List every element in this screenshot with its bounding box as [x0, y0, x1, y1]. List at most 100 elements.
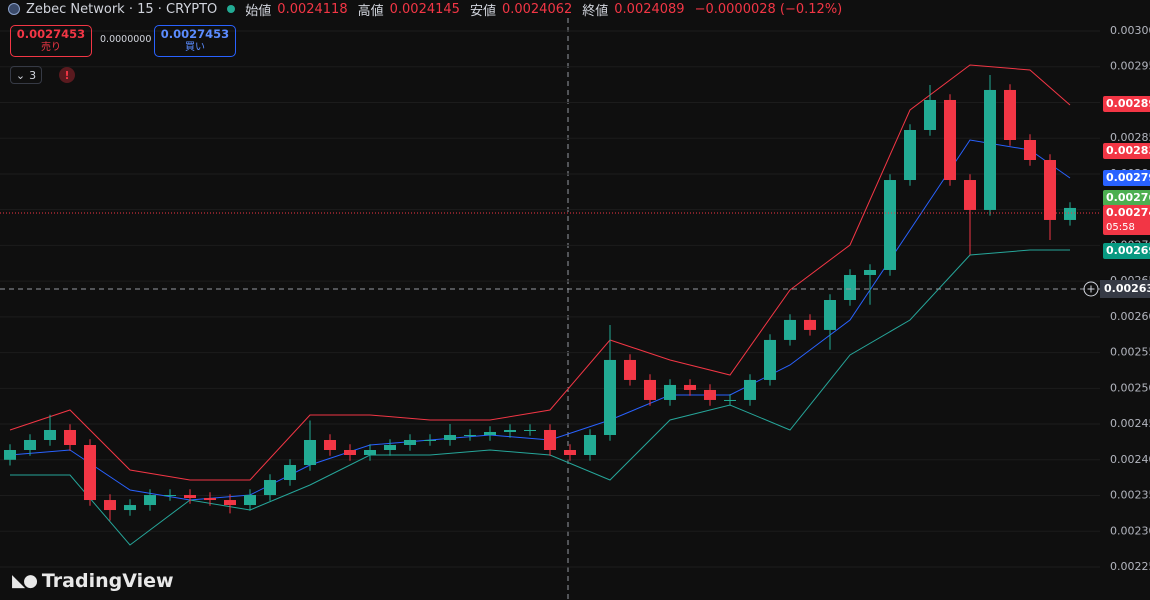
- countdown: 05:58: [1106, 222, 1135, 233]
- symbol-icon: [8, 3, 20, 15]
- candle-body: [744, 379, 756, 400]
- header: Zebec Network · 15 · CRYPTO 始値 0.0024118 …: [8, 0, 846, 19]
- candle-body: [24, 439, 36, 450]
- y-tick-label: 0.0023000: [1110, 524, 1150, 537]
- price-label: 0.0028321: [1106, 144, 1150, 157]
- logo-mark: ◣●: [12, 571, 38, 591]
- band-line: [9, 64, 1071, 481]
- buy-label: 買い: [185, 42, 205, 53]
- candle-body: [604, 359, 616, 435]
- candle-body: [564, 450, 576, 456]
- candle-body: [124, 505, 136, 511]
- candle-body: [64, 429, 76, 445]
- candle-body: [364, 450, 376, 456]
- candle-body: [464, 434, 476, 436]
- candle-body: [724, 399, 736, 401]
- candle-body: [424, 439, 436, 441]
- candle-body: [584, 434, 596, 456]
- candle-body: [544, 429, 556, 450]
- candle-body: [904, 129, 916, 181]
- candle-body: [644, 379, 656, 400]
- candle-body: [1044, 160, 1056, 220]
- ohlc-value: 0.0024118: [277, 1, 348, 17]
- ohlc-value: 0.0024062: [501, 1, 573, 17]
- candle-body: [624, 359, 636, 380]
- candle-body: [264, 480, 276, 496]
- sell-label: 売り: [41, 42, 61, 53]
- add-alert-plus: [1087, 285, 1095, 293]
- warning-icon[interactable]: !: [59, 67, 75, 83]
- candle-body: [344, 450, 356, 456]
- candle-body: [184, 495, 196, 499]
- y-tick-label: 0.0025000: [1110, 381, 1150, 394]
- ohlc-label: 安値: [469, 3, 496, 19]
- price-label: 0.0027943: [1106, 171, 1150, 184]
- candle-body: [444, 434, 456, 440]
- crosshair-label-box: [1100, 279, 1150, 298]
- grid: [0, 30, 1100, 568]
- candle-body: [524, 429, 536, 431]
- indicators-toggle[interactable]: ⌄ 3: [10, 66, 42, 84]
- candle-body: [144, 495, 156, 506]
- y-tick-label: 0.0023500: [1110, 489, 1150, 502]
- add-alert-button[interactable]: [1083, 281, 1099, 297]
- candle-body: [84, 444, 96, 501]
- candle-body: [384, 444, 396, 450]
- y-tick-label: 0.0024000: [1110, 453, 1150, 466]
- buy-button[interactable]: 0.0027453 買い: [154, 25, 236, 57]
- y-tick-label: 0.0030000: [1110, 24, 1150, 37]
- candle-body: [1024, 139, 1036, 161]
- ohlc-label: 終値: [582, 3, 609, 19]
- crosshair-label: 0.0026390: [1104, 282, 1150, 295]
- logo: ◣● TradingView: [12, 570, 174, 592]
- sell-price: 0.0027453: [16, 27, 86, 41]
- candle-body: [784, 319, 796, 340]
- price-label: 0.0028979: [1106, 97, 1150, 110]
- candle-body: [884, 180, 896, 270]
- candle-body: [44, 429, 56, 440]
- add-alert-circle: [1083, 281, 1099, 297]
- y-tick-label: 0.0028500: [1110, 131, 1150, 144]
- indicators-count: 3: [29, 68, 37, 82]
- status-dot: [227, 5, 236, 13]
- price-label-box: [1103, 242, 1150, 259]
- candle-body: [324, 439, 336, 450]
- y-tick-label: 0.0025500: [1110, 346, 1150, 359]
- price-label-box: [1103, 143, 1150, 159]
- y-tick-label: 0.0022500: [1110, 560, 1150, 573]
- candle-body: [104, 500, 116, 511]
- candle-body: [244, 495, 256, 506]
- ohlc-label: 高値: [357, 3, 384, 19]
- candle-body: [304, 439, 316, 466]
- price-label-box: [1103, 95, 1150, 112]
- chevron: ⌄: [15, 68, 26, 82]
- candle-body: [984, 89, 996, 210]
- candle-body: [404, 439, 416, 445]
- candle-body: [484, 431, 496, 435]
- candle-body: [1004, 89, 1016, 140]
- buy-price: 0.0027453: [160, 27, 230, 41]
- spread: 0.0000000: [100, 34, 152, 45]
- candle-body: [924, 99, 936, 130]
- logo-text: TradingView: [41, 570, 174, 592]
- sell-button[interactable]: 0.0027453 売り: [10, 25, 92, 57]
- price-label-box: [1103, 190, 1150, 207]
- plot: [0, 64, 1100, 546]
- candle-body: [944, 99, 956, 181]
- candle-body: [284, 465, 296, 481]
- band-line: [10, 249, 1070, 546]
- ohlc-label: 始値: [245, 3, 272, 19]
- y-tick-label: 0.0024500: [1110, 417, 1150, 430]
- symbol[interactable]: Zebec Network · 15 · CRYPTO: [26, 1, 218, 17]
- candle-body: [664, 384, 676, 400]
- price-label: 0.0027663: [1106, 191, 1150, 204]
- price-label: 0.0027453: [1106, 206, 1150, 219]
- candle-body: [704, 389, 716, 400]
- ohlc-value: 0.0024089: [614, 1, 685, 17]
- price-axis: 0.0022500 0.0023000 0.0023500 0.0024000 0.00…: [1083, 24, 1150, 573]
- ohlc-value: 0.0024145: [389, 1, 460, 17]
- price-label-box: [1103, 205, 1150, 236]
- candle-body: [964, 180, 976, 210]
